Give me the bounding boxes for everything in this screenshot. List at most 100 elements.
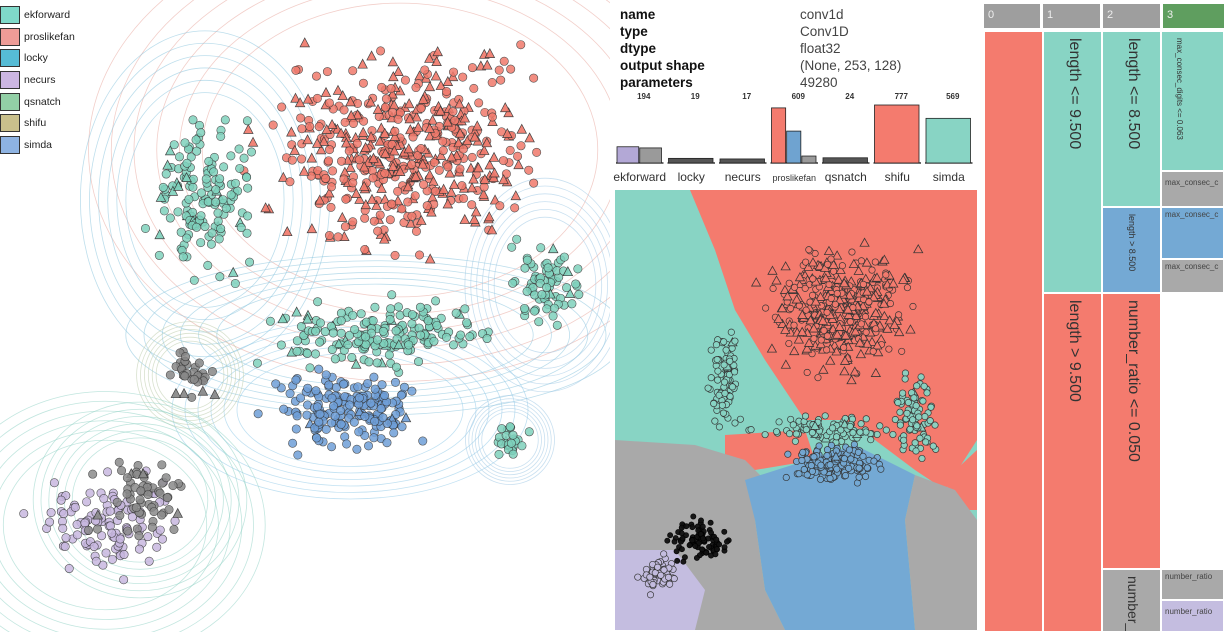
map-point xyxy=(699,546,706,553)
map-point xyxy=(654,563,662,571)
scatter-point xyxy=(196,238,206,248)
scatter-point xyxy=(450,116,460,126)
scatter-triangle xyxy=(137,468,149,479)
tree-node-length-gt-8-5-label: length > 8.500 xyxy=(1126,214,1137,272)
tree-leaf-number-ratio-1[interactable]: number_ratio xyxy=(1161,569,1224,600)
scatter-triangle xyxy=(357,126,369,137)
scatter-point xyxy=(407,310,417,320)
class-bar-group-shifu[interactable]: 777 shifu xyxy=(873,92,922,184)
scatter-point xyxy=(324,98,334,108)
decision-region-map[interactable] xyxy=(615,190,977,630)
map-triangle xyxy=(888,278,899,288)
map-point xyxy=(736,415,744,423)
map-triangle xyxy=(850,310,862,320)
class-bar-group-ekforward[interactable]: 194 ekforward xyxy=(613,92,666,184)
scatter-point xyxy=(542,282,552,292)
tree-node-length-le-9-5[interactable]: length <= 9.500 xyxy=(1043,31,1102,293)
scatter-triangle xyxy=(321,123,332,134)
scatter-point xyxy=(196,211,206,221)
scatter-point xyxy=(505,145,515,155)
scatter-triangle xyxy=(478,188,489,199)
scatter-point xyxy=(315,409,325,419)
scatter-point xyxy=(314,364,324,374)
scatter-point xyxy=(312,433,322,443)
class-bar-group-locky[interactable]: 19 locky xyxy=(667,92,716,184)
tree-node-length-gt-9-5[interactable]: length > 9.500 xyxy=(1043,293,1102,632)
tree-node-root[interactable] xyxy=(984,31,1043,632)
tree-node-number-ratio-gt[interactable]: number_ xyxy=(1102,569,1161,632)
legend-item-necurs[interactable]: necurs xyxy=(0,69,80,91)
scatter-point xyxy=(192,222,202,232)
class-bar-group-qsnatch[interactable]: 24 qsnatch xyxy=(822,92,870,184)
map-triangle xyxy=(823,245,835,255)
tree-leaf-number-ratio-2[interactable]: number_ratio xyxy=(1161,600,1224,632)
legend-item-qsnatch[interactable]: qsnatch xyxy=(0,91,80,113)
scatter-triangle xyxy=(335,127,347,138)
scatter-point xyxy=(517,441,527,451)
tree-leaf-max-consec-1[interactable]: max_consec_c xyxy=(1161,171,1224,207)
scatter-point xyxy=(423,316,433,326)
map-point xyxy=(726,392,734,400)
scatter-triangle xyxy=(393,65,404,76)
tree-node-length-le-8-5[interactable]: length <= 8.500 xyxy=(1102,31,1161,207)
tree-leaf-max-consec-digits[interactable]: max_consec_digits <= 0.063 xyxy=(1161,31,1224,171)
scatter-point xyxy=(387,199,397,209)
decision-tree-panel: 0 1 2 3 length <= 9.500 length > 9.500 l… xyxy=(980,0,1224,632)
map-triangle xyxy=(839,355,851,365)
class-count-bars[interactable]: 194 ekforward 19 locky 17 necurs 609 proslikefa… xyxy=(612,90,978,186)
depth-header-0[interactable]: 0 xyxy=(984,4,1040,28)
legend-item-ekforward[interactable]: ekforward xyxy=(0,4,80,26)
scatter-point xyxy=(305,121,315,131)
scatter-point xyxy=(508,278,518,288)
contour-line xyxy=(465,395,555,485)
embedding-scatter-plot[interactable] xyxy=(0,0,610,632)
map-point xyxy=(841,472,850,480)
map-point xyxy=(901,375,909,383)
scatter-point xyxy=(182,158,192,168)
scatter-point xyxy=(369,433,379,443)
scatter-point xyxy=(180,352,190,362)
map-point xyxy=(721,544,728,551)
legend-item-proslikefan[interactable]: proslikefan xyxy=(0,26,80,48)
map-point xyxy=(911,439,919,447)
scatter-point xyxy=(311,71,321,81)
map-triangle xyxy=(840,330,851,340)
depth-header-2[interactable]: 2 xyxy=(1103,4,1160,28)
tree-leaf-max-consec-2[interactable]: max_consec_c xyxy=(1161,207,1224,259)
scatter-point xyxy=(380,102,390,112)
scatter-point xyxy=(522,286,532,296)
class-bar-group-proslikefan[interactable]: 609 proslikefan xyxy=(770,92,819,183)
scatter-point xyxy=(354,155,364,165)
tree-node-length-gt-8-5[interactable]: length > 8.500 xyxy=(1102,207,1161,293)
tree-node-number-ratio-le-0-05[interactable]: number_ratio <= 0.050 xyxy=(1102,293,1161,569)
class-count-label: 609 xyxy=(792,92,806,101)
scatter-triangle xyxy=(404,113,416,124)
scatter-triangle xyxy=(345,161,356,172)
map-point xyxy=(789,421,797,429)
legend-item-simda[interactable]: simda xyxy=(0,134,80,156)
map-point xyxy=(848,248,856,256)
legend-label: simda xyxy=(24,138,53,151)
scatter-triangle xyxy=(403,143,415,154)
map-triangle xyxy=(820,272,831,283)
scatter-point xyxy=(326,202,336,212)
scatter-point xyxy=(60,541,70,551)
scatter-point xyxy=(49,478,59,488)
contour-line xyxy=(0,420,231,630)
legend-item-locky[interactable]: locky xyxy=(0,47,80,69)
scatter-triangle xyxy=(345,96,356,107)
map-point xyxy=(678,530,685,537)
scatter-point xyxy=(348,119,358,129)
depth-header-1[interactable]: 1 xyxy=(1043,4,1100,28)
class-bar-group-simda[interactable]: 569 simda xyxy=(925,92,973,184)
scatter-point xyxy=(573,264,583,274)
legend-item-shifu[interactable]: shifu xyxy=(0,112,80,134)
depth-header-3[interactable]: 3 xyxy=(1163,4,1224,28)
tree-leaf-max-consec-3[interactable]: max_consec_c xyxy=(1161,259,1224,293)
map-triangle xyxy=(807,257,819,267)
scatter-point xyxy=(416,330,426,340)
scatter-point xyxy=(326,182,336,192)
class-bar-group-necurs[interactable]: 17 necurs xyxy=(719,92,767,184)
scatter-point xyxy=(370,384,380,394)
map-point xyxy=(666,580,674,588)
